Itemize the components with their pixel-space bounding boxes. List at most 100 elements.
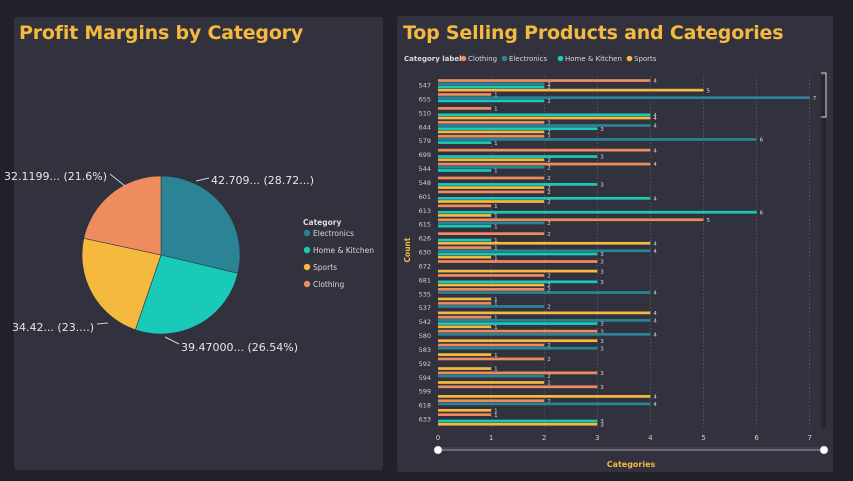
y-tick-label: 626 bbox=[419, 235, 431, 243]
bar-electronics bbox=[438, 82, 545, 86]
y-tick-label: 594 bbox=[419, 374, 431, 382]
pie-legend-label: Sports bbox=[313, 263, 337, 272]
bar-sports bbox=[438, 367, 492, 370]
bar-data-label: 1 bbox=[494, 297, 498, 303]
bar-data-label: 4 bbox=[653, 116, 657, 122]
bar-home-kitchen bbox=[438, 99, 545, 103]
bar-legend-label: Home & Kitchen bbox=[565, 55, 622, 63]
bar-home-kitchen bbox=[438, 141, 492, 144]
bar-data-label: 2 bbox=[547, 158, 551, 164]
bar-data-label: 4 bbox=[653, 402, 657, 408]
bar-home-kitchen bbox=[438, 419, 598, 423]
bar-data-label: 3 bbox=[600, 346, 604, 352]
bar-chart-title: Top Selling Products and Categories bbox=[403, 22, 784, 44]
bar-clothing bbox=[438, 343, 545, 347]
legend-dot-icon bbox=[303, 246, 311, 254]
pie-data-label: 39.47000... (26.54%) bbox=[181, 341, 298, 354]
bar-home-kitchen bbox=[438, 183, 598, 186]
bar-data-label: 3 bbox=[600, 260, 604, 266]
bar-home-kitchen bbox=[438, 85, 545, 89]
bar-clothing bbox=[438, 134, 545, 138]
bar-data-label: 2 bbox=[547, 176, 551, 182]
bar-data-label: 5 bbox=[707, 218, 711, 224]
legend-dot-icon bbox=[626, 55, 633, 62]
y-tick-label: 618 bbox=[419, 402, 431, 410]
bar-sports bbox=[438, 130, 545, 134]
bar-clothing bbox=[438, 371, 598, 375]
pie-leader-line bbox=[195, 177, 210, 182]
bar-electronics bbox=[438, 374, 545, 378]
bar-home-kitchen bbox=[438, 252, 598, 256]
bar-data-label: 2 bbox=[547, 305, 551, 311]
pie-leader-line bbox=[109, 173, 126, 187]
bar-sports bbox=[438, 214, 492, 217]
bar-data-label: 2 bbox=[547, 374, 551, 380]
legend-dot-icon bbox=[303, 229, 311, 237]
y-tick-label: 672 bbox=[419, 262, 431, 270]
legend-dot-icon bbox=[501, 55, 508, 62]
pie-slice-home-kitchen bbox=[134, 254, 239, 335]
bar-sports bbox=[438, 297, 492, 301]
bar-sports bbox=[438, 311, 651, 315]
bar-data-label: 1 bbox=[494, 367, 498, 373]
y-tick-label: 681 bbox=[419, 276, 431, 284]
bar-clothing bbox=[438, 93, 492, 96]
bar-data-label: 1 bbox=[494, 141, 498, 147]
bar-electronics bbox=[438, 165, 545, 169]
vertical-scrollbar-track bbox=[821, 76, 826, 428]
x-tick-label: 7 bbox=[807, 434, 811, 442]
bar-legend-label: Sports bbox=[634, 55, 657, 63]
bar-data-label: 4 bbox=[653, 113, 657, 119]
pie-data-label: 32.1199... (21.6%) bbox=[4, 170, 107, 183]
bar-data-label: 1 bbox=[494, 413, 498, 419]
bar-clothing bbox=[438, 107, 492, 110]
pie-slice-clothing bbox=[83, 175, 162, 256]
bar-clothing bbox=[438, 218, 704, 222]
x-tick-label: 3 bbox=[595, 434, 599, 442]
bar-data-label: 3 bbox=[600, 155, 604, 161]
bar-sports bbox=[438, 200, 545, 203]
pie-data-label: 34.42... (23....) bbox=[12, 321, 94, 334]
bar-home-kitchen bbox=[438, 280, 598, 284]
y-tick-label: 544 bbox=[419, 165, 431, 173]
bar-data-label: 4 bbox=[653, 291, 657, 297]
bar-electronics bbox=[438, 319, 651, 322]
bar-data-label: 2 bbox=[547, 190, 551, 196]
bar-clothing bbox=[438, 162, 651, 166]
bar-sports bbox=[438, 158, 545, 162]
bar-clothing bbox=[438, 232, 545, 236]
bar-data-label: 4 bbox=[653, 332, 657, 338]
bar-clothing bbox=[438, 79, 651, 82]
bar-data-label: 2 bbox=[547, 357, 551, 363]
bar-data-label: 1 bbox=[494, 325, 498, 331]
bar-data-label: 1 bbox=[494, 315, 498, 321]
scroll-handle-right[interactable] bbox=[819, 445, 829, 455]
bar-clothing bbox=[438, 301, 492, 305]
y-tick-label: 601 bbox=[419, 193, 431, 201]
bar-data-label: 1 bbox=[494, 301, 498, 307]
bar-home-kitchen bbox=[438, 169, 492, 172]
x-tick-label: 4 bbox=[648, 434, 653, 442]
bar-home-kitchen bbox=[438, 210, 757, 214]
pie-leader-line bbox=[164, 336, 180, 345]
legend-dot-icon bbox=[303, 280, 311, 288]
bar-electronics bbox=[438, 221, 545, 225]
bar-data-label: 2 bbox=[547, 120, 551, 126]
vertical-scrollbar-thumb[interactable] bbox=[821, 72, 827, 118]
bar-sports bbox=[438, 339, 598, 343]
bar-data-label: 1 bbox=[494, 204, 498, 210]
y-tick-label: 537 bbox=[419, 304, 431, 312]
bar-electronics bbox=[438, 346, 598, 350]
bar-data-label: 4 bbox=[653, 79, 657, 85]
bar-data-label: 3 bbox=[600, 329, 604, 335]
bar-data-label: 2 bbox=[547, 399, 551, 405]
bar-data-label: 4 bbox=[653, 395, 657, 401]
bar-home-kitchen bbox=[438, 113, 651, 117]
bar-data-label: 3 bbox=[600, 371, 604, 377]
bar-data-label: 1 bbox=[494, 169, 498, 175]
scroll-handle-left[interactable] bbox=[433, 445, 443, 455]
y-tick-label: 583 bbox=[419, 346, 431, 354]
bar-data-label: 2 bbox=[547, 82, 551, 88]
bar-data-label: 2 bbox=[547, 134, 551, 140]
